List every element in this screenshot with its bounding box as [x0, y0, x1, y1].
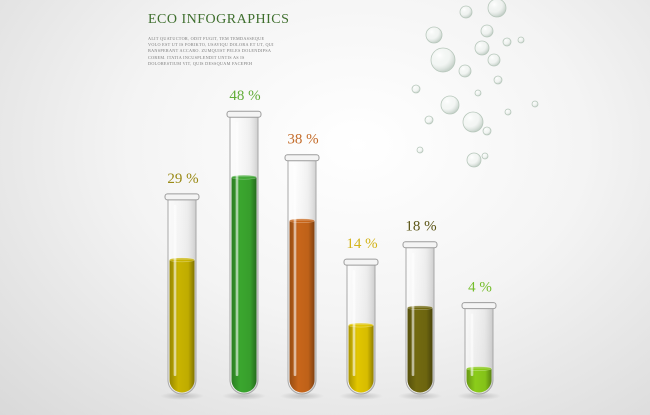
tube-shadow [339, 392, 383, 400]
bubble [482, 126, 492, 136]
value-label: 14 % [346, 236, 377, 252]
bubble [411, 84, 421, 94]
tube-rim [284, 154, 320, 162]
value-label: 18 % [405, 219, 436, 235]
tube-shadow [280, 392, 324, 400]
bubble [474, 89, 482, 97]
bubble [481, 152, 489, 160]
tube-rim [164, 193, 200, 201]
decorative-bubbles [411, 0, 539, 168]
tube-highlight [470, 313, 474, 376]
bubble [458, 64, 472, 78]
chart-title: ECO INFOGRAPHICS [148, 12, 290, 27]
bubble [517, 36, 525, 44]
bubble [459, 5, 473, 19]
tube-highlight [173, 204, 177, 376]
value-label: 29 % [167, 171, 198, 187]
bubble [504, 108, 512, 116]
bubble [531, 100, 539, 108]
bar-tube-2 [222, 110, 266, 400]
bar-tube-1 [160, 193, 204, 400]
value-labels-group: 29 % 48 % 38 % 14 % 18 % 4 % [167, 88, 492, 295]
tube-shadow [457, 392, 501, 400]
bubble [462, 111, 484, 133]
bar-tube-5 [398, 241, 442, 400]
tube-shadow [160, 392, 204, 400]
bars-group [160, 110, 501, 400]
bar-tube-6 [457, 302, 501, 400]
bubble [424, 115, 434, 125]
tube-shadow [222, 392, 266, 400]
bubble [487, 0, 507, 18]
bubble [502, 37, 512, 47]
value-label: 4 % [468, 280, 492, 296]
tube-rim [402, 241, 438, 249]
tube-rim [461, 302, 497, 310]
bubble [440, 95, 460, 115]
bubble [487, 53, 501, 67]
tube-highlight [352, 270, 356, 376]
tube-shadow [398, 392, 442, 400]
bubble [474, 40, 490, 56]
value-label: 48 % [229, 88, 260, 104]
tube-rim [226, 110, 262, 118]
bar-tube-4 [339, 258, 383, 400]
tube-rim [343, 258, 379, 266]
bubble [493, 75, 503, 85]
tube-highlight [235, 122, 239, 376]
bubble [480, 24, 494, 38]
tube-highlight [293, 165, 297, 376]
bubble [430, 47, 456, 73]
tube-highlight [411, 252, 415, 376]
bubble [416, 146, 424, 154]
bar-tube-3 [280, 154, 324, 400]
value-label: 38 % [287, 132, 318, 148]
bubble [425, 26, 443, 44]
chart-description: Alit quatuctor, odit fugit, tem temdasse… [148, 36, 274, 66]
bubble [466, 152, 482, 168]
